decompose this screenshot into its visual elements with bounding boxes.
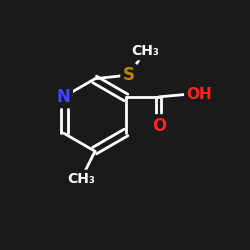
Text: N: N xyxy=(57,88,70,106)
Text: S: S xyxy=(123,66,135,84)
Text: O: O xyxy=(152,116,166,134)
Text: CH₃: CH₃ xyxy=(131,44,159,58)
Text: OH: OH xyxy=(186,87,212,102)
Text: CH₃: CH₃ xyxy=(67,172,95,186)
